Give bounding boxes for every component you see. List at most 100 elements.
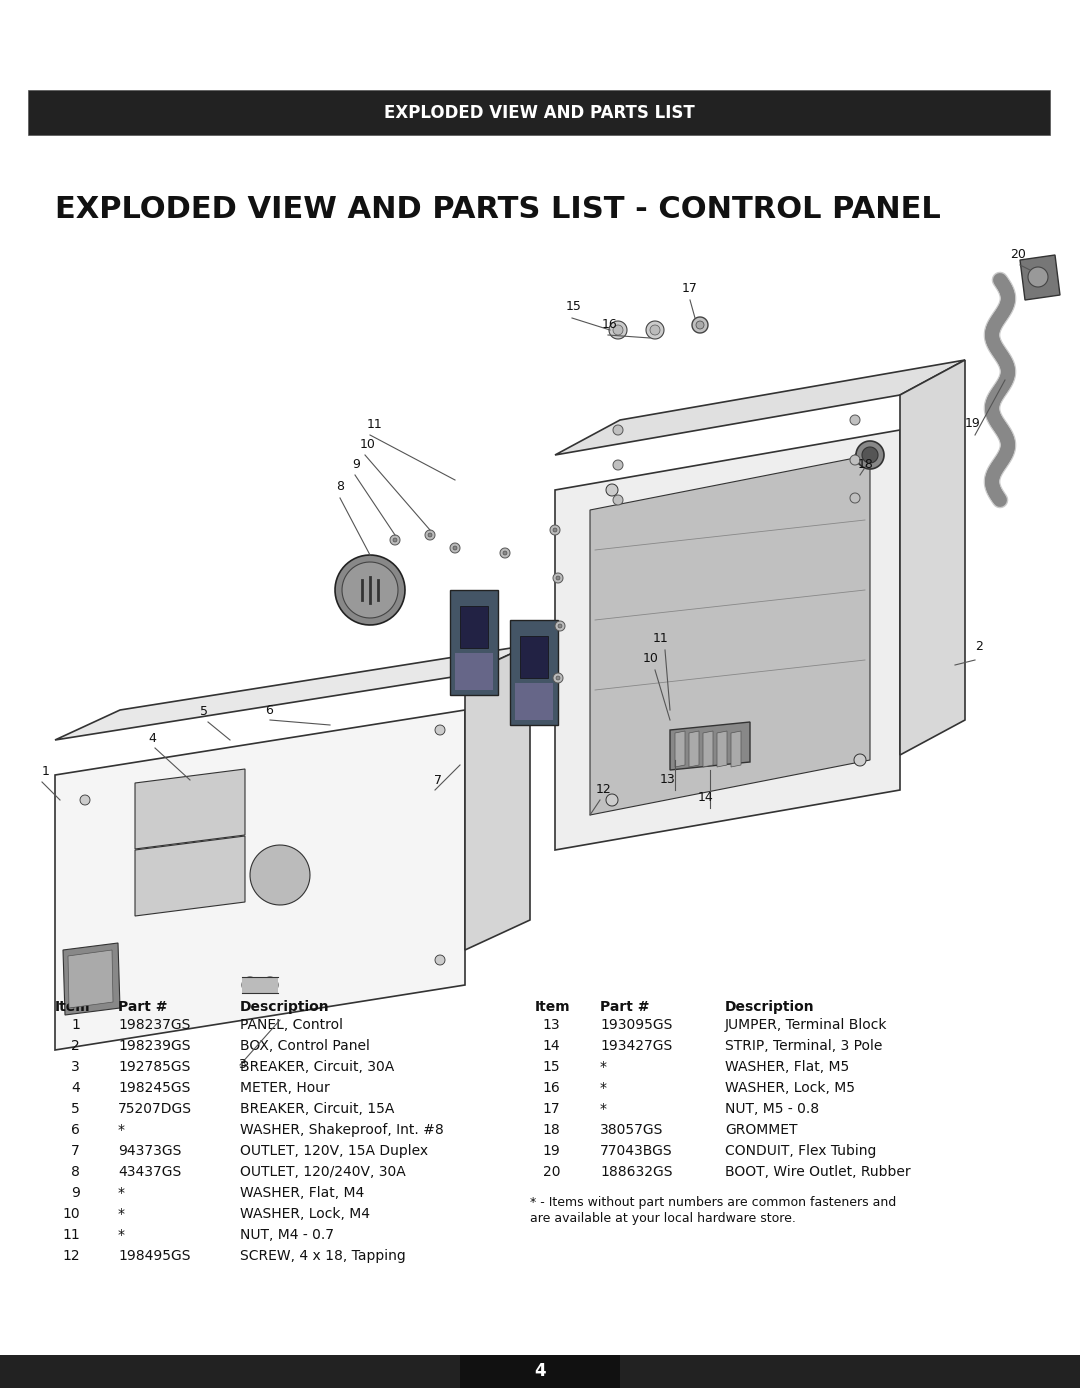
Polygon shape xyxy=(515,683,553,719)
Text: 9: 9 xyxy=(71,1186,80,1200)
Polygon shape xyxy=(650,326,660,335)
Text: 14: 14 xyxy=(542,1039,561,1053)
Bar xyxy=(460,1355,620,1389)
Bar xyxy=(0,1355,455,1389)
Polygon shape xyxy=(555,360,966,455)
Text: 4: 4 xyxy=(148,732,156,745)
Polygon shape xyxy=(606,793,618,806)
Text: 17: 17 xyxy=(681,282,698,295)
Polygon shape xyxy=(555,622,565,631)
Text: 16: 16 xyxy=(602,319,618,331)
Polygon shape xyxy=(80,956,90,965)
Text: Description: Description xyxy=(240,1000,329,1014)
Polygon shape xyxy=(646,321,664,339)
Text: *: * xyxy=(600,1081,607,1095)
Text: 18: 18 xyxy=(858,458,874,471)
Text: Part #: Part # xyxy=(600,1000,649,1014)
Polygon shape xyxy=(703,731,713,767)
Text: 15: 15 xyxy=(542,1060,561,1074)
Polygon shape xyxy=(342,562,399,617)
Text: 198245GS: 198245GS xyxy=(118,1081,190,1095)
Polygon shape xyxy=(689,731,699,767)
Text: 43437GS: 43437GS xyxy=(118,1165,181,1179)
Polygon shape xyxy=(900,360,966,754)
Polygon shape xyxy=(453,546,457,550)
Polygon shape xyxy=(613,460,623,469)
Text: *: * xyxy=(118,1186,125,1200)
Polygon shape xyxy=(262,977,278,993)
Bar xyxy=(455,1355,625,1389)
Text: METER, Hour: METER, Hour xyxy=(240,1081,329,1095)
Text: 17: 17 xyxy=(542,1102,561,1116)
Text: 2: 2 xyxy=(71,1039,80,1053)
Polygon shape xyxy=(675,731,685,767)
Polygon shape xyxy=(500,548,510,557)
Text: 198237GS: 198237GS xyxy=(118,1018,190,1032)
Text: NUT, M4 - 0.7: NUT, M4 - 0.7 xyxy=(240,1228,334,1242)
Polygon shape xyxy=(609,321,627,339)
Polygon shape xyxy=(850,455,860,465)
Text: 13: 13 xyxy=(542,1018,561,1032)
Text: 9: 9 xyxy=(352,458,360,471)
Text: *: * xyxy=(118,1228,125,1242)
Polygon shape xyxy=(553,673,563,683)
Text: 6: 6 xyxy=(265,704,273,717)
Text: are available at your local hardware store.: are available at your local hardware sto… xyxy=(530,1213,796,1225)
Polygon shape xyxy=(135,768,245,849)
Text: 7: 7 xyxy=(434,774,442,787)
Polygon shape xyxy=(80,795,90,805)
Polygon shape xyxy=(465,645,530,950)
Polygon shape xyxy=(450,543,460,553)
Text: STRIP, Terminal, 3 Pole: STRIP, Terminal, 3 Pole xyxy=(725,1039,882,1053)
Text: 11: 11 xyxy=(367,418,382,432)
Polygon shape xyxy=(393,538,397,542)
Polygon shape xyxy=(854,453,866,464)
Polygon shape xyxy=(460,606,488,648)
Polygon shape xyxy=(251,845,310,905)
Text: 7: 7 xyxy=(71,1144,80,1158)
Polygon shape xyxy=(435,956,445,965)
Text: EXPLODED VIEW AND PARTS LIST - CONTROL PANEL: EXPLODED VIEW AND PARTS LIST - CONTROL P… xyxy=(55,196,941,225)
Text: BREAKER, Circuit, 15A: BREAKER, Circuit, 15A xyxy=(240,1102,394,1116)
Text: Item: Item xyxy=(55,1000,91,1014)
Text: *: * xyxy=(118,1207,125,1221)
Polygon shape xyxy=(613,425,623,434)
Polygon shape xyxy=(1020,256,1059,300)
Text: Item: Item xyxy=(535,1000,570,1014)
Polygon shape xyxy=(670,722,750,770)
Text: 94373GS: 94373GS xyxy=(118,1144,181,1158)
Polygon shape xyxy=(55,710,465,1051)
Text: 193427GS: 193427GS xyxy=(600,1039,672,1053)
Polygon shape xyxy=(862,447,878,462)
Text: 20: 20 xyxy=(1010,249,1026,261)
Text: 12: 12 xyxy=(63,1249,80,1263)
Text: 38057GS: 38057GS xyxy=(600,1123,663,1137)
Text: 19: 19 xyxy=(542,1144,561,1158)
Polygon shape xyxy=(55,645,530,740)
Polygon shape xyxy=(556,676,561,680)
Polygon shape xyxy=(613,495,623,504)
Polygon shape xyxy=(135,835,245,916)
Text: GROMMET: GROMMET xyxy=(725,1123,797,1137)
Text: * - Items without part numbers are common fasteners and: * - Items without part numbers are commo… xyxy=(530,1196,896,1208)
Text: 10: 10 xyxy=(63,1207,80,1221)
Polygon shape xyxy=(613,326,623,335)
Text: 18: 18 xyxy=(542,1123,561,1137)
Polygon shape xyxy=(558,624,562,629)
Polygon shape xyxy=(850,493,860,503)
Polygon shape xyxy=(510,620,558,725)
Text: 188632GS: 188632GS xyxy=(600,1165,673,1179)
Text: 77043BGS: 77043BGS xyxy=(600,1144,673,1158)
Text: 10: 10 xyxy=(360,439,376,451)
Polygon shape xyxy=(854,754,866,766)
Text: 75207DGS: 75207DGS xyxy=(118,1102,192,1116)
Polygon shape xyxy=(692,317,708,332)
Text: WASHER, Lock, M5: WASHER, Lock, M5 xyxy=(725,1081,855,1095)
Text: 1: 1 xyxy=(42,766,50,778)
Text: 12: 12 xyxy=(596,782,611,796)
Text: 20: 20 xyxy=(542,1165,561,1179)
Text: 15: 15 xyxy=(566,300,582,313)
Text: 8: 8 xyxy=(336,481,345,493)
Text: *: * xyxy=(118,1123,125,1137)
Text: WASHER, Flat, M5: WASHER, Flat, M5 xyxy=(725,1060,849,1074)
